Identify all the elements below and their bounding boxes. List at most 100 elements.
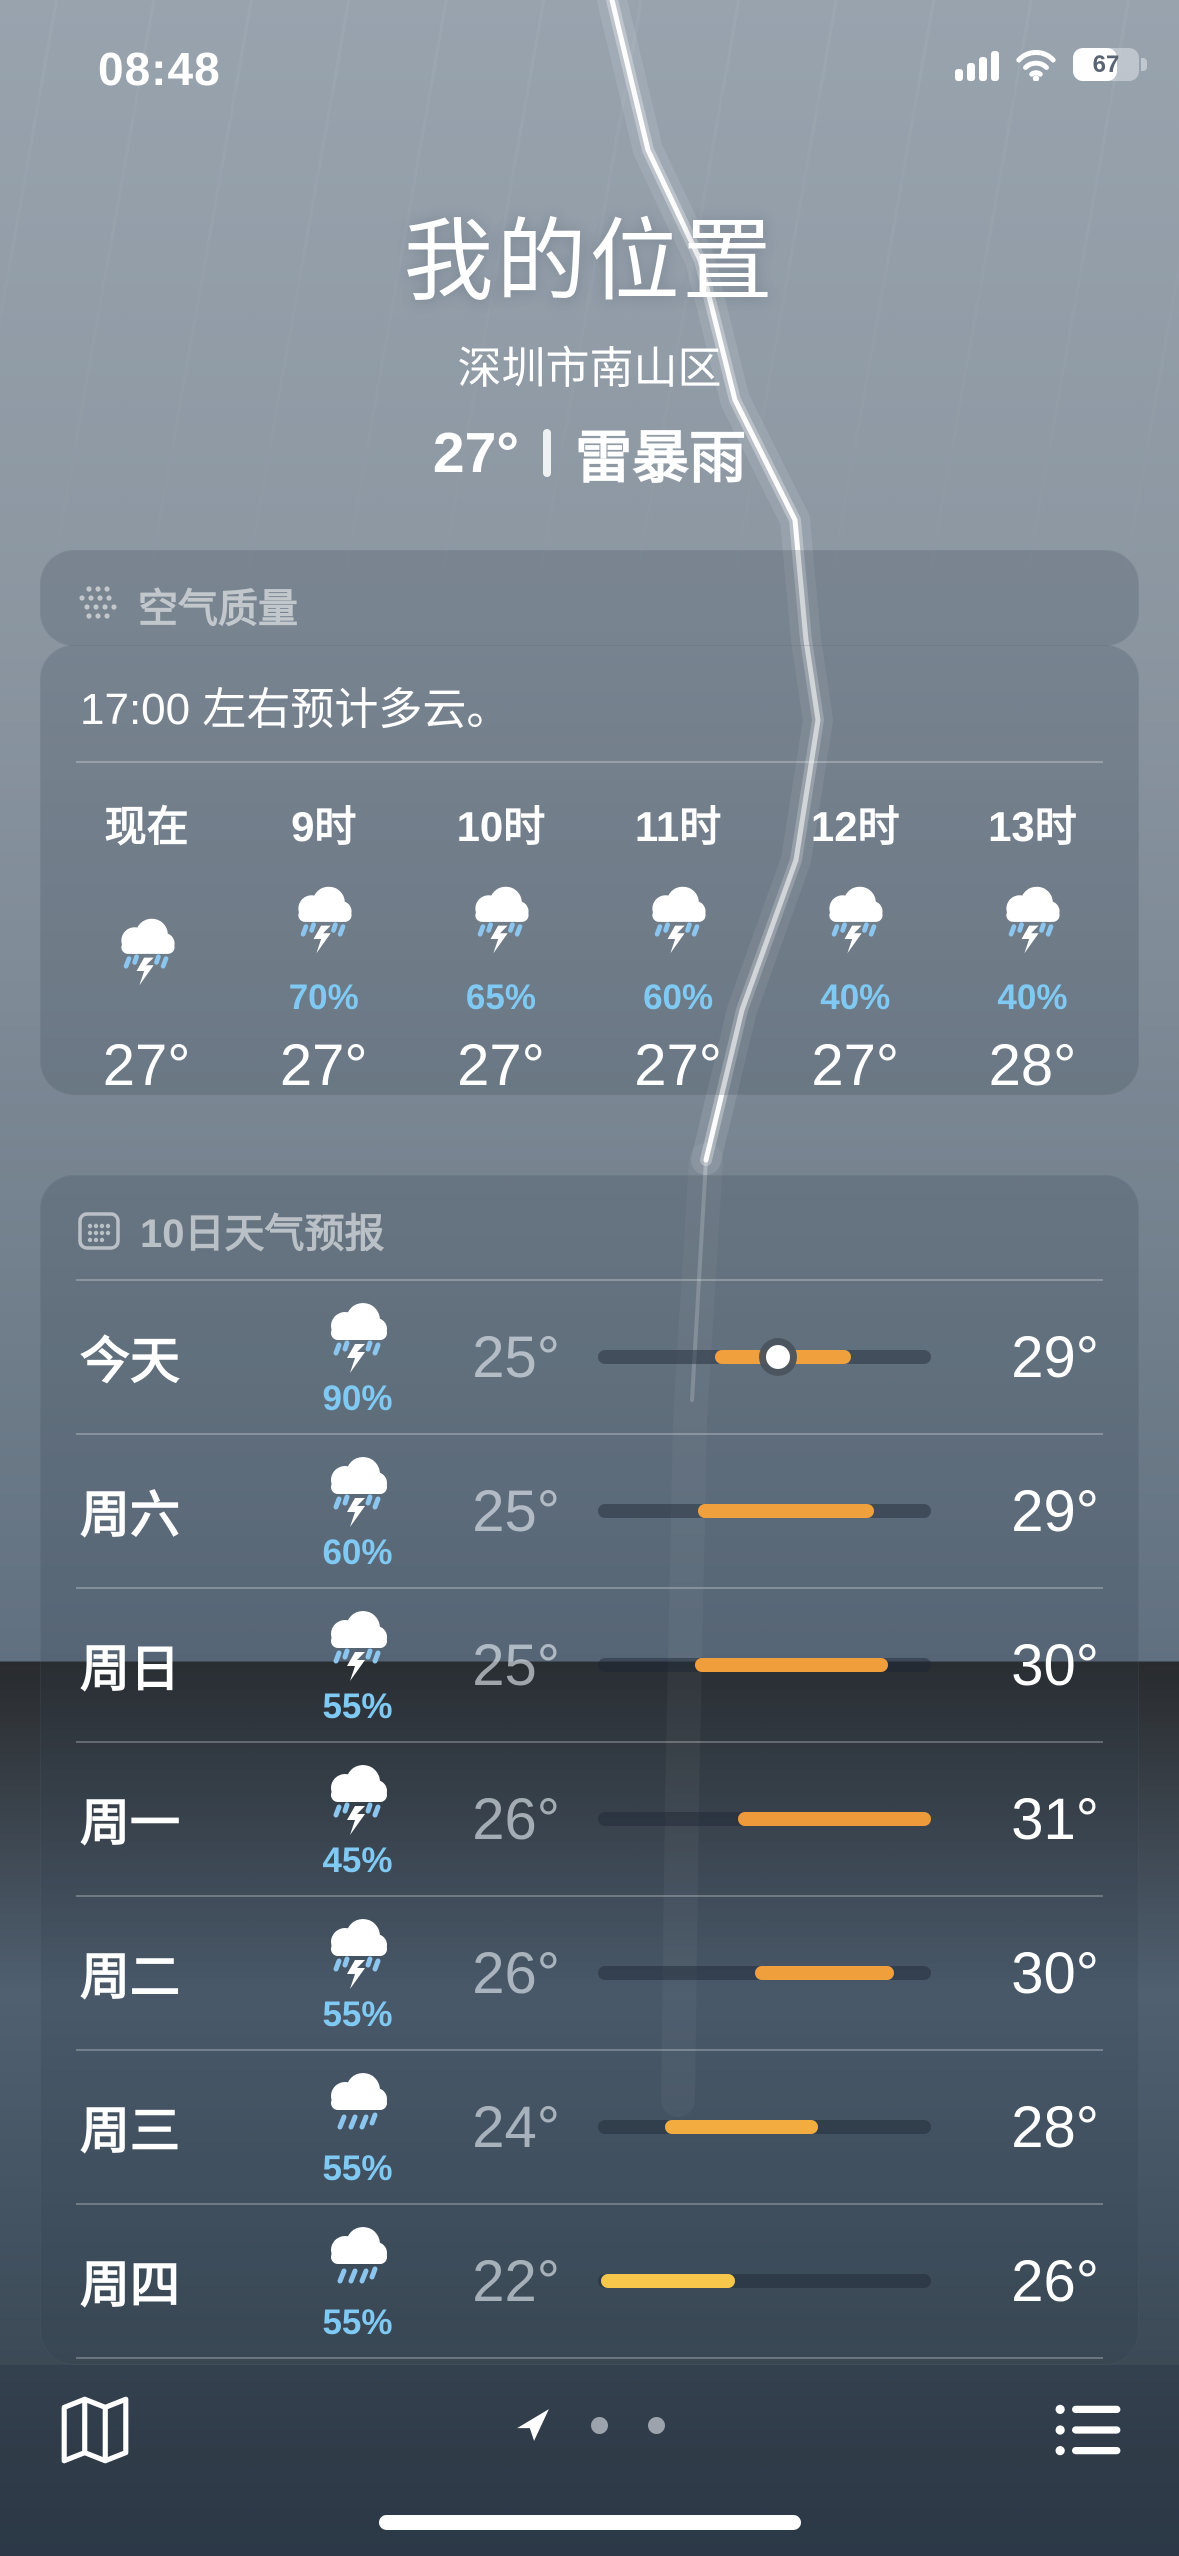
air-quality-card[interactable]: 空气质量: [40, 550, 1139, 646]
divider: [76, 1433, 1103, 1435]
forecast-row[interactable]: 周日 55% 25° 30°: [40, 1589, 1139, 1741]
divider: [76, 1587, 1103, 1589]
divider: [76, 2203, 1103, 2205]
day-label: 周四: [80, 2257, 180, 2313]
list-button[interactable]: [1055, 2401, 1123, 2459]
day-label: 今天: [80, 1333, 180, 1389]
home-indicator[interactable]: [378, 2515, 801, 2530]
day-precip: 90%: [322, 1379, 393, 1418]
status-bar: 08:48 67: [0, 38, 1179, 102]
wifi-icon: [1016, 49, 1056, 81]
hour-column-now: 现在 27°: [58, 773, 235, 1099]
page-title: 我的位置: [403, 212, 776, 312]
current-temp: 27°: [432, 421, 520, 485]
hour-temp: 27°: [102, 1033, 191, 1098]
day-precip: 55%: [322, 2149, 393, 2188]
page-dot[interactable]: [590, 2416, 608, 2434]
page-dot[interactable]: [647, 2416, 665, 2434]
hour-label: 12时: [810, 803, 900, 850]
day-low-temp: 26°: [472, 1786, 560, 1852]
page-indicator: [515, 2407, 665, 2443]
air-quality-title: 空气质量: [138, 587, 298, 631]
hour-temp: 28°: [988, 1033, 1077, 1098]
temp-range-bar: [598, 1966, 931, 1980]
divider: [76, 761, 1103, 763]
battery-icon: 67: [1073, 48, 1147, 81]
forecast-row[interactable]: 周六 60% 25° 29°: [40, 1435, 1139, 1587]
location-subtitle: 深圳市南山区: [457, 344, 722, 393]
forecast-summary: 17:00 左右预计多云。: [80, 685, 511, 734]
rain-icon: [330, 2227, 387, 2284]
day-high-temp: 28°: [1011, 2094, 1099, 2160]
day-label: 周日: [80, 1641, 180, 1697]
divider: [76, 1895, 1103, 1897]
hour-column: 10时 65% 27°: [412, 773, 589, 1099]
map-button[interactable]: [56, 2391, 134, 2469]
forecast-row[interactable]: 周四 55% 22° 26°: [40, 2205, 1139, 2357]
hour-precip: 60%: [643, 978, 714, 1017]
aqi-dots-icon: [79, 586, 117, 619]
hour-precip: 40%: [997, 978, 1068, 1017]
cellular-signal-icon: [955, 49, 999, 81]
hour-label: 现在: [104, 803, 189, 850]
location-header: 我的位置 深圳市南山区 27° 雷暴雨: [0, 188, 1179, 494]
divider: [76, 1741, 1103, 1743]
current-condition: 雷暴雨: [575, 426, 747, 490]
thunderstorm-icon: [330, 1919, 387, 1989]
hour-precip: 40%: [820, 978, 891, 1017]
day-low-temp: 25°: [472, 1324, 560, 1390]
day-label: 周一: [80, 1795, 180, 1851]
thunderstorm-icon: [330, 1765, 387, 1835]
temp-range-fill: [601, 2274, 735, 2288]
hour-precip: 70%: [288, 978, 359, 1017]
thunderstorm-icon: [330, 1457, 387, 1527]
ten-day-title: 10日天气预报: [140, 1212, 385, 1256]
temp-range-fill: [694, 1658, 888, 1672]
hour-column: 12时 40% 27°: [767, 773, 944, 1099]
thunderstorm-icon: [829, 886, 883, 954]
temp-range-bar: [598, 2274, 931, 2288]
day-low-temp: 25°: [472, 1632, 560, 1698]
day-precip: 55%: [322, 1995, 393, 2034]
divider: [76, 2357, 1103, 2359]
thunderstorm-icon: [475, 886, 529, 954]
separator-bar: [543, 429, 552, 477]
hour-column: 13时 40% 28°: [944, 773, 1121, 1099]
current-conditions: 27° 雷暴雨: [0, 412, 1179, 494]
day-label: 周六: [80, 1487, 180, 1543]
hour-label: 9时: [291, 803, 357, 850]
battery-fill: [1073, 48, 1118, 81]
forecast-row-today[interactable]: 今天 90% 25° 29°: [40, 1281, 1139, 1433]
day-low-temp: 22°: [472, 2248, 560, 2314]
temp-range-bar: [598, 1812, 931, 1826]
hour-temp: 27°: [279, 1033, 368, 1098]
bottom-toolbar: [0, 2365, 1179, 2556]
temp-range-fill: [664, 2120, 818, 2134]
temp-range-bar: [598, 1345, 931, 1369]
thunderstorm-icon: [1006, 886, 1060, 954]
temp-range-fill: [697, 1504, 875, 1518]
day-high-temp: 29°: [1011, 1324, 1099, 1390]
status-time: 08:48: [98, 43, 221, 95]
hour-temp: 27°: [634, 1033, 722, 1098]
day-precip: 60%: [322, 1533, 393, 1572]
forecast-row[interactable]: 周二 55% 26° 30°: [40, 1897, 1139, 2049]
hourly-scroll-row[interactable]: 现在 27° 9时 70% 27° 1: [40, 763, 1139, 1099]
forecast-row[interactable]: 周一 45% 26° 31°: [40, 1743, 1139, 1895]
hour-label: 13时: [988, 803, 1077, 850]
temp-range-fill: [737, 1812, 931, 1826]
day-high-temp: 29°: [1011, 1478, 1099, 1544]
day-high-temp: 31°: [1011, 1786, 1099, 1852]
day-high-temp: 30°: [1011, 1940, 1099, 2006]
day-low-temp: 25°: [472, 1478, 560, 1544]
forecast-row[interactable]: 周三 55% 24° 28°: [40, 2051, 1139, 2203]
day-low-temp: 26°: [472, 1940, 560, 2006]
hour-label: 11时: [634, 803, 722, 850]
hour-column: 9时 70% 27°: [235, 773, 412, 1099]
calendar-icon: [78, 1212, 120, 1250]
day-precip: 55%: [322, 1687, 393, 1726]
temp-range-bar: [598, 2120, 931, 2134]
current-temp-dot: [765, 1345, 790, 1369]
location-arrow-icon[interactable]: [515, 2407, 551, 2443]
battery-percent: 67: [1092, 50, 1120, 78]
